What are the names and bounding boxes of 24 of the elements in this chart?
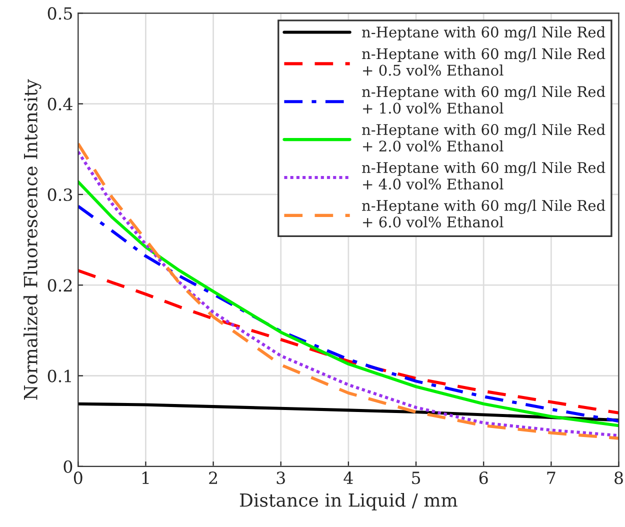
- x-tick-label: 6: [479, 472, 488, 484]
- y-tick-label: 0.4: [48, 98, 72, 110]
- legend-label: n-Heptane with 60 mg/l Nile Red + 6.0 vol% Ethanol: [362, 200, 606, 228]
- y-tick-label: 0: [64, 460, 72, 473]
- legend-label: n-Heptane with 60 mg/l Nile Red + 4.0 vol% Ethanol: [362, 162, 606, 190]
- x-tick-label: 3: [276, 472, 285, 484]
- line-series: [78, 269, 619, 414]
- y-axis-title: Normalized Fluorescence Intensity: [23, 79, 42, 400]
- legend-label: n-Heptane with 60 mg/l Nile Red + 1.0 vol% Ethanol: [362, 86, 606, 114]
- x-tick-label: 5: [412, 472, 420, 484]
- legend-label: n-Heptane with 60 mg/l Nile Red + 0.5 vol% Ethanol: [362, 48, 606, 76]
- x-tick-label: 0: [74, 472, 82, 484]
- x-axis-title: Distance in Liquid / mm: [240, 492, 458, 510]
- y-tick-label: 0.1: [48, 370, 71, 382]
- y-tick-label: 0.5: [48, 7, 72, 20]
- legend-label: n-Heptane with 60 mg/l Nile Red + 2.0 vol% Ethanol: [362, 124, 606, 152]
- y-tick-label: 0.2: [48, 279, 72, 292]
- x-tick-label: 4: [344, 472, 353, 484]
- x-tick-label: 1: [142, 472, 149, 484]
- x-tick-label: 2: [209, 472, 217, 484]
- x-tick-label: 8: [614, 472, 623, 484]
- y-tick-label: 0.3: [48, 188, 72, 202]
- x-tick-label: 7: [547, 472, 556, 484]
- legend-label: n-Heptane with 60 mg/l Nile Red: [362, 26, 606, 41]
